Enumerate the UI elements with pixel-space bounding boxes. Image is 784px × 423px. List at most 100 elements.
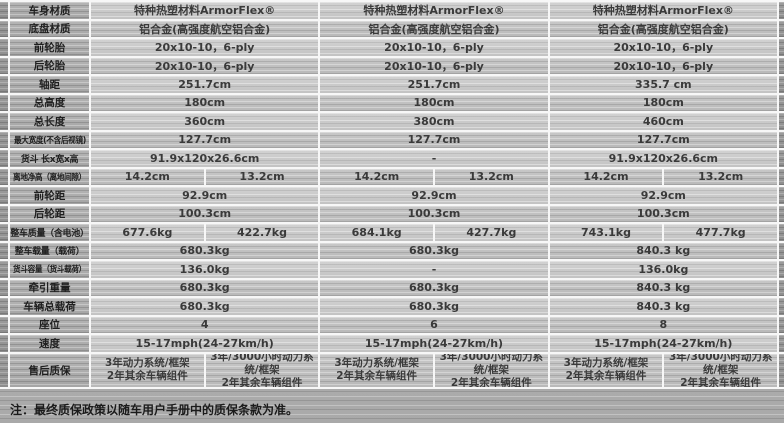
table-left-margin xyxy=(0,20,8,37)
spec-row-label-text: 前轮距 xyxy=(33,189,66,202)
spec-row-label-overall-height: 总高度 xyxy=(10,94,89,111)
spec-value-rear-track-model2: 100.3cm xyxy=(320,205,548,222)
spec-value-seats-model1: 4 xyxy=(91,316,319,333)
spec-value-curb-weight-with-battery-model2: 684.1kg xyxy=(320,224,433,241)
spec-row-label-text: 货斗容量（货斗载荷） xyxy=(13,265,86,276)
spec-value-max-width-model3: 127.7cm xyxy=(549,131,777,148)
warranty-footnote: 注：最终质保政策以随车用户手册中的质保条款为准。 xyxy=(10,403,299,417)
spec-row-label-text: 总长度 xyxy=(33,115,66,128)
spec-value-curb-weight-with-battery-model3: 743.1kg xyxy=(549,224,663,241)
spec-row-label-text: 前轮胎 xyxy=(33,41,66,54)
spec-value-warranty-model2: 3年动力系统/框架 2年其余车辆组件 xyxy=(320,353,433,387)
spec-value-seats-model2: 6 xyxy=(320,316,548,333)
spec-value-chassis-material-model1: 铝合金(高强度航空铝合金) xyxy=(91,20,319,37)
table-left-margin xyxy=(0,150,8,167)
spec-row-label-speed: 速度 xyxy=(10,335,89,352)
spec-value-cargo-capacity-model1: 136.0kg xyxy=(91,261,319,278)
table-right-margin xyxy=(778,113,784,130)
spec-value-rear-track-model1: 100.3cm xyxy=(91,205,319,222)
spec-value-cargo-box-size-model3: 91.9x120x26.6cm xyxy=(549,150,777,167)
spec-value-wheelbase-model3: 335.7 cm xyxy=(549,76,777,93)
table-right-margin xyxy=(778,131,784,148)
spec-value-front-track-model1: 92.9cm xyxy=(91,187,319,204)
spec-row-label-chassis-material: 底盘材质 xyxy=(10,20,89,37)
spec-value-vehicle-payload-model3: 840.3 kg xyxy=(549,242,777,259)
table-right-margin xyxy=(778,39,784,56)
spec-value-towing-weight-model2: 680.3kg xyxy=(320,279,548,296)
spec-value-overall-height-model3: 180cm xyxy=(549,94,777,111)
table-left-margin xyxy=(0,335,8,352)
table-left-margin xyxy=(0,39,8,56)
spec-row-label-text: 离地净高（离地间隙） xyxy=(13,172,86,183)
spec-value-towing-weight-model1: 680.3kg xyxy=(91,279,319,296)
spec-value-warranty-model3: 3年/3000小时动力系统/框架 2年其余车辆组件 xyxy=(664,353,777,387)
table-left-margin xyxy=(0,224,8,241)
spec-value-ground-clearance-model2: 14.2cm xyxy=(320,168,433,185)
spec-row-label-text: 轴距 xyxy=(39,78,60,91)
spec-value-overall-height-model2: 180cm xyxy=(320,94,548,111)
spec-value-max-width-model1: 127.7cm xyxy=(91,131,319,148)
spec-value-warranty-model2: 3年/3000小时动力系统/框架 2年其余车辆组件 xyxy=(434,353,548,387)
spec-value-ground-clearance-model2: 13.2cm xyxy=(434,168,548,185)
spec-row-label-text: 座位 xyxy=(39,319,60,332)
spec-value-speed-model2: 15-17mph(24-27km/h) xyxy=(320,335,548,352)
spec-value-speed-model1: 15-17mph(24-27km/h) xyxy=(91,335,319,352)
table-right-margin xyxy=(778,187,784,204)
spec-row-label-text: 后轮胎 xyxy=(33,60,66,73)
spec-row-label-text: 牵引重量 xyxy=(28,282,71,295)
spec-value-body-material-model2: 特种热塑材料ArmorFlex® xyxy=(320,2,548,19)
table-left-margin xyxy=(0,131,8,148)
table-right-margin xyxy=(778,57,784,74)
spec-row-label-total-load: 车辆总载荷 xyxy=(10,298,89,315)
table-right-margin xyxy=(778,168,784,185)
table-right-margin xyxy=(778,298,784,315)
spec-value-curb-weight-with-battery-model2: 427.7kg xyxy=(434,224,548,241)
spec-value-ground-clearance-model1: 14.2cm xyxy=(91,168,204,185)
spec-value-front-tire-model3: 20x10-10，6-ply xyxy=(549,39,777,56)
spec-row-label-cargo-capacity: 货斗容量（货斗载荷） xyxy=(10,261,89,278)
table-right-margin xyxy=(778,279,784,296)
spec-row-label-text: 货斗 长x宽x高 xyxy=(20,154,79,165)
spec-value-body-material-model1: 特种热塑材料ArmorFlex® xyxy=(91,2,319,19)
spec-value-rear-track-model3: 100.3cm xyxy=(549,205,777,222)
spec-row-label-front-track: 前轮距 xyxy=(10,187,89,204)
table-right-margin xyxy=(778,205,784,222)
spec-value-warranty-model3: 3年动力系统/框架 2年其余车辆组件 xyxy=(549,353,663,387)
spec-value-overall-height-model1: 180cm xyxy=(91,94,319,111)
spec-value-overall-length-model2: 380cm xyxy=(320,113,548,130)
table-left-margin xyxy=(0,316,8,333)
spec-value-front-track-model2: 92.9cm xyxy=(320,187,548,204)
spec-row-label-curb-weight-with-battery: 整车质量（含电池） xyxy=(10,224,89,241)
table-right-margin xyxy=(778,2,784,19)
spec-value-speed-model3: 15-17mph(24-27km/h) xyxy=(549,335,777,352)
spec-value-total-load-model2: 680.3kg xyxy=(320,298,548,315)
spec-value-front-tire-model2: 20x10-10，6-ply xyxy=(320,39,548,56)
spec-row-label-warranty: 售后质保 xyxy=(10,353,89,387)
table-left-margin xyxy=(0,298,8,315)
spec-row-label-text: 车身材质 xyxy=(28,4,71,17)
spec-value-total-load-model1: 680.3kg xyxy=(91,298,319,315)
spec-row-label-wheelbase: 轴距 xyxy=(10,76,89,93)
spec-value-wheelbase-model2: 251.7cm xyxy=(320,76,548,93)
spec-value-total-load-model3: 840.3 kg xyxy=(549,298,777,315)
spec-value-body-material-model3: 特种热塑材料ArmorFlex® xyxy=(549,2,777,19)
spec-row-label-cargo-box-size: 货斗 长x宽x高 xyxy=(10,150,89,167)
spec-value-curb-weight-with-battery-model1: 422.7kg xyxy=(205,224,319,241)
spec-value-cargo-box-size-model1: 91.9x120x26.6cm xyxy=(91,150,319,167)
table-left-margin xyxy=(0,94,8,111)
spec-row-label-vehicle-payload: 整车载量（载荷） xyxy=(10,242,89,259)
spec-row-label-towing-weight: 牵引重量 xyxy=(10,279,89,296)
spec-row-label-body-material: 车身材质 xyxy=(10,2,89,19)
spec-value-vehicle-payload-model1: 680.3kg xyxy=(91,242,319,259)
spec-row-label-seats: 座位 xyxy=(10,316,89,333)
spec-value-wheelbase-model1: 251.7cm xyxy=(91,76,319,93)
table-right-margin xyxy=(778,224,784,241)
spec-row-label-max-width: 最大宽度(不含后视镜) xyxy=(10,131,89,148)
spec-value-warranty-model1: 3年/3000小时动力系统/框架 2年其余车辆组件 xyxy=(205,353,319,387)
spec-value-max-width-model2: 127.7cm xyxy=(320,131,548,148)
spec-row-label-front-tire: 前轮胎 xyxy=(10,39,89,56)
spec-row-label-text: 最大宽度(不含后视镜) xyxy=(13,135,86,146)
spec-row-label-text: 整车载量（载荷） xyxy=(14,247,85,258)
table-left-margin xyxy=(0,76,8,93)
spec-value-rear-tire-model1: 20x10-10，6-ply xyxy=(91,57,319,74)
